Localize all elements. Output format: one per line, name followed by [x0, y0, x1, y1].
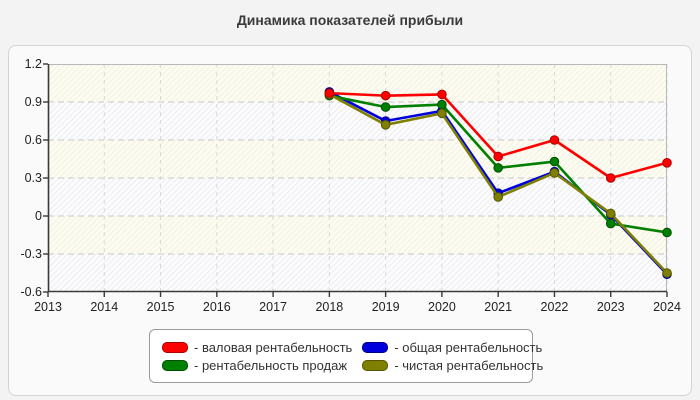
legend-item: - валовая рентабельность	[162, 340, 352, 355]
data-point	[493, 163, 503, 173]
legend-label: - рентабельность продаж	[194, 357, 348, 373]
y-tick-label: 0	[35, 209, 42, 223]
legend-item: - общая рентабельность	[362, 340, 543, 355]
data-point	[605, 218, 616, 229]
legend-label: - чистая рентабельность	[394, 357, 544, 373]
y-tick-label: 0.9	[24, 95, 42, 109]
y-tick-label: 1.2	[24, 57, 42, 71]
plot-band	[48, 140, 667, 178]
legend-label: - валовая рентабельность	[194, 339, 353, 355]
legend-swatch-icon	[362, 341, 389, 353]
data-point	[662, 227, 672, 238]
data-point	[549, 135, 560, 145]
x-tick-label: 2017	[259, 300, 287, 314]
data-point	[605, 208, 616, 219]
data-point	[493, 192, 503, 202]
plot-band	[48, 216, 667, 254]
data-point	[380, 102, 391, 112]
x-tick-label: 2019	[371, 300, 400, 314]
x-tick-label: 2013	[34, 300, 62, 314]
legend-label: - общая рентабельность	[394, 339, 543, 355]
x-tick-label: 2021	[484, 300, 513, 314]
legend-swatch-icon	[162, 341, 188, 353]
chart-legend: - валовая рентабельность - общая рентабел…	[149, 329, 543, 383]
x-tick-label: 2024	[653, 300, 681, 314]
plot-band	[48, 178, 667, 216]
legend-item: - рентабельность продаж	[162, 358, 352, 373]
legend-swatch-icon	[362, 359, 389, 371]
legend-swatch-icon	[162, 359, 188, 371]
line-chart	[43, 63, 672, 297]
plot-band	[48, 64, 667, 102]
x-tick-label: 2022	[540, 300, 569, 314]
x-tick-label: 2015	[146, 300, 175, 314]
legend-item: - чистая рентабельность	[362, 358, 543, 373]
chart-panel: 1.2 0.9 0.6 0.3 0 -0.3 -0.6 2013 2014 2015 2016 20…	[8, 45, 692, 396]
y-tick-label: -0.3	[20, 247, 42, 261]
y-tick-label: 0.6	[24, 133, 42, 147]
data-point	[437, 89, 447, 100]
plot-band	[48, 254, 667, 292]
data-point	[662, 158, 672, 168]
x-tick-label: 2014	[90, 300, 119, 314]
data-point	[549, 156, 560, 167]
y-tick-label: -0.6	[20, 285, 42, 299]
x-tick-label: 2023	[596, 300, 625, 314]
data-point	[437, 99, 447, 110]
x-tick-label: 2018	[315, 300, 344, 314]
data-point	[493, 151, 503, 162]
data-point	[324, 88, 335, 98]
page-title: Динамика показателей прибыли	[236, 12, 464, 28]
data-point	[437, 108, 447, 119]
plot-area: 1.2 0.9 0.6 0.3 0 -0.3 -0.6 2013 2014 2015 2016 20…	[20, 57, 680, 314]
data-point	[380, 90, 391, 101]
data-point	[662, 268, 672, 278]
data-point	[605, 173, 616, 183]
y-tick-label: 0.3	[24, 171, 42, 185]
x-tick-label: 2016	[202, 300, 231, 314]
data-point	[380, 120, 391, 130]
data-point	[549, 168, 560, 178]
x-tick-label: 2020	[428, 300, 456, 314]
